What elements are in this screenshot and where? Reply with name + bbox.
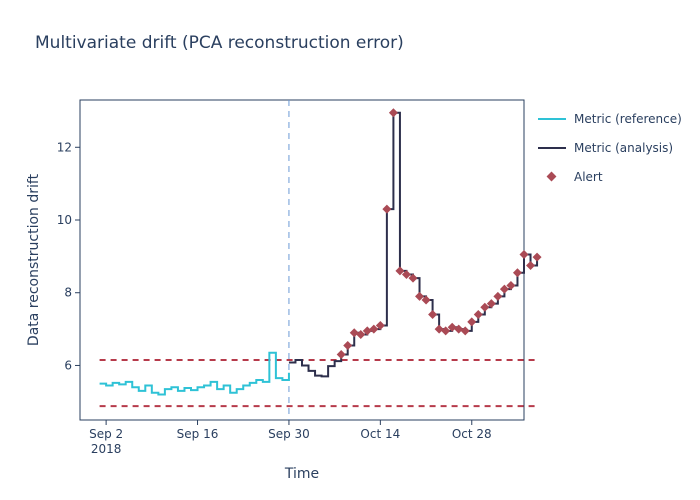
alert-markers [336, 108, 542, 360]
legend-label-analysis: Metric (analysis) [574, 140, 674, 155]
y-axis-title: Data reconstruction drift [26, 173, 42, 346]
alert-marker [362, 326, 372, 336]
x-tick-label: Sep 16 [177, 427, 219, 441]
alert-marker [369, 324, 379, 334]
y-axis-ticks: 6 8 10 12 [57, 140, 80, 372]
alert-marker [408, 273, 418, 283]
alert-marker [532, 252, 542, 262]
y-tick-label: 8 [64, 286, 72, 300]
alert-marker [395, 266, 405, 276]
alert-marker [519, 250, 529, 260]
alert-diamond-icon [536, 170, 568, 184]
legend: Metric (reference) Metric (analysis) Ale… [536, 104, 682, 191]
alert-marker [473, 310, 483, 320]
alert-marker [421, 295, 431, 305]
legend-item-analysis[interactable]: Metric (analysis) [536, 133, 682, 162]
threshold-lines [99, 359, 538, 408]
reference-metric-line [99, 351, 290, 396]
alert-marker [336, 350, 346, 360]
alert-marker [401, 270, 411, 280]
x-tick-label: Oct 28 [452, 427, 492, 441]
alert-marker [415, 291, 425, 301]
alert-marker [447, 322, 457, 332]
legend-item-reference[interactable]: Metric (reference) [536, 104, 682, 133]
alert-marker [506, 280, 516, 290]
alert-marker [349, 328, 359, 338]
alert-marker [388, 108, 398, 118]
alert-marker [428, 310, 438, 320]
alert-marker [526, 260, 536, 270]
alert-marker [486, 299, 496, 309]
y-tick-label: 6 [64, 358, 72, 372]
legend-label-alert: Alert [574, 169, 603, 184]
alert-marker [382, 204, 392, 214]
series-lines [99, 111, 539, 396]
alert-marker [356, 330, 366, 340]
x-tick-label: Sep 2 [89, 427, 123, 441]
alert-marker [493, 291, 503, 301]
legend-item-alert[interactable]: Alert [536, 162, 682, 191]
alert-marker [512, 268, 522, 278]
analysis-line-icon [536, 141, 568, 155]
alert-marker [441, 326, 451, 336]
alert-marker [454, 324, 464, 334]
alert-marker [499, 284, 509, 294]
reference-line-icon [536, 112, 568, 126]
chart-title: Multivariate drift (PCA reconstruction e… [35, 33, 404, 53]
alert-marker [467, 317, 477, 327]
x-tick-sublabel: 2018 [91, 442, 122, 456]
plot-frame [79, 99, 525, 421]
x-tick-label: Oct 14 [360, 427, 400, 441]
y-tick-label: 10 [57, 213, 72, 227]
analysis-metric-line [288, 111, 539, 378]
legend-label-reference: Metric (reference) [574, 111, 682, 126]
alert-marker [343, 340, 353, 350]
x-tick-label: Sep 30 [268, 427, 310, 441]
alert-marker [434, 324, 444, 334]
alert-marker [460, 326, 470, 336]
x-axis-title: Time [284, 466, 319, 482]
y-tick-label: 12 [57, 140, 72, 154]
alert-marker [480, 302, 490, 312]
alert-marker [375, 320, 385, 330]
